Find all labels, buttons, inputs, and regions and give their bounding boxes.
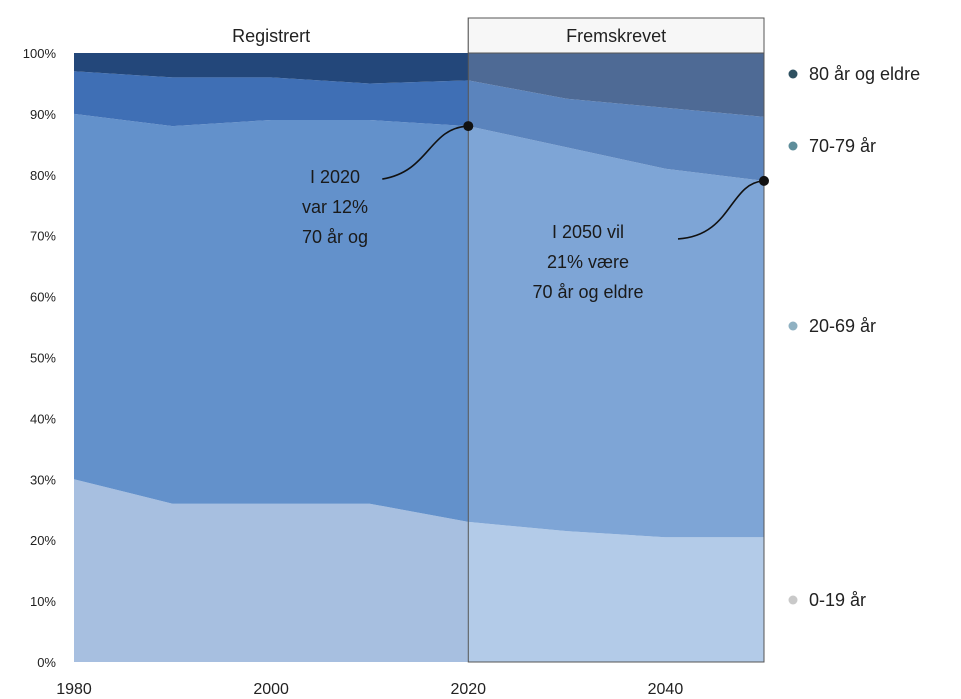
area-projected-70-79-r [468,80,764,181]
annotation-leader-2020 [382,125,469,180]
y-tick-label: 40% [30,411,56,426]
y-tick-label: 70% [30,229,56,244]
legend-marker [788,69,798,79]
period-label-0: Registrert [232,26,310,46]
annotation-leader-2050 [677,180,765,240]
annotation-dot-2050 [759,175,769,186]
area-registered-0-19-r [74,479,469,662]
area-projected-0-19-r [468,521,764,662]
projected-period-header [467,17,765,54]
annotation-text-2020: I 2020 [310,167,360,187]
annotation-dot-2020 [463,121,474,132]
y-tick-label: 10% [30,594,56,609]
area-registered-70-79-r [74,71,469,127]
area-registered-80-r-og-eldre [74,53,469,84]
annotation-text-2050: I 2050 vil [552,222,624,242]
legend-label: 80 år og eldre [809,64,920,84]
area-projected-20-69-r [468,126,764,538]
area-registered-20-69-r [74,113,469,522]
annotation-text-2050: 21% være [547,252,629,272]
period-label-1: Fremskrevet [566,26,666,46]
y-tick-label: 60% [30,290,56,305]
legend-marker [788,595,798,605]
x-tick-label: 2000 [253,681,289,698]
y-tick-label: 50% [30,351,56,366]
legend-marker [788,321,798,331]
x-tick-label: 2020 [450,681,486,698]
y-tick-label: 80% [30,168,56,183]
y-tick-label: 90% [30,107,56,122]
annotation-text-2020: var 12% [302,197,368,217]
y-tick-label: 100% [23,46,57,61]
y-tick-label: 20% [30,533,56,548]
area-projected-80-r-og-eldre [468,53,764,117]
annotation-text-2050: 70 år og eldre [532,282,643,302]
legend-label: 70-79 år [809,136,876,156]
annotation-text-2020: 70 år og [302,227,368,247]
legend-marker [788,141,798,151]
y-tick-label: 0% [37,655,56,670]
legend-label: 20-69 år [809,316,876,336]
x-tick-label: 2040 [648,681,684,698]
x-tick-label: 1980 [56,681,92,698]
legend-label: 0-19 år [809,590,866,610]
y-tick-label: 30% [30,472,56,487]
